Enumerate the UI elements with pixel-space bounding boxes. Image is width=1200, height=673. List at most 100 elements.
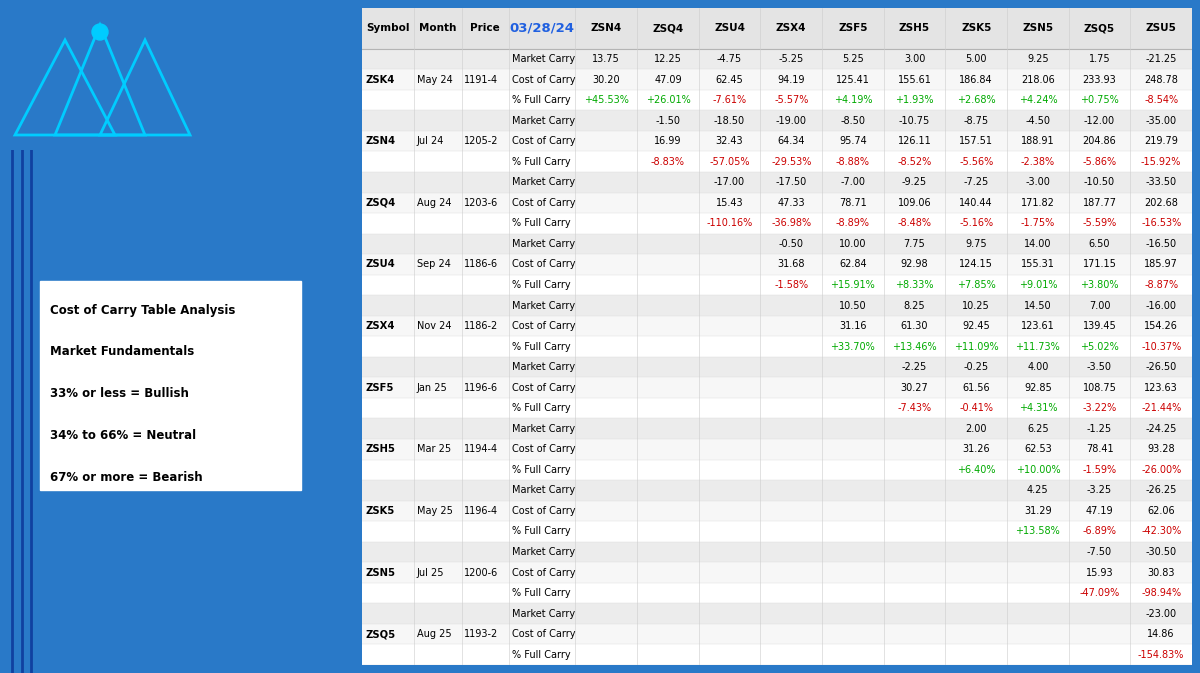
Text: Cost of Carry: Cost of Carry [512,383,576,392]
Text: Cost of Carry: Cost of Carry [512,444,576,454]
Text: 78.41: 78.41 [1086,444,1114,454]
Text: -16.50: -16.50 [1146,239,1177,249]
FancyBboxPatch shape [41,281,301,490]
Text: Symbol: Symbol [366,24,410,34]
Text: Cost of Carry: Cost of Carry [512,506,576,516]
Text: 31.68: 31.68 [778,259,805,269]
Text: +4.24%: +4.24% [1019,95,1057,105]
Text: 108.75: 108.75 [1082,383,1116,392]
Text: 125.41: 125.41 [836,75,870,85]
Text: ZSU4: ZSU4 [714,24,745,34]
Text: -5.57%: -5.57% [774,95,809,105]
FancyBboxPatch shape [362,110,1192,131]
Text: 12.25: 12.25 [654,54,682,64]
Text: 33% or less = Bullish: 33% or less = Bullish [49,387,188,400]
FancyBboxPatch shape [362,151,1192,172]
Text: % Full Carry: % Full Carry [512,157,571,167]
Text: +45.53%: +45.53% [584,95,629,105]
Text: 34% to 66% = Neutral: 34% to 66% = Neutral [49,429,196,442]
Text: -57.05%: -57.05% [709,157,750,167]
Text: 1203-6: 1203-6 [464,198,498,208]
FancyBboxPatch shape [362,336,1192,357]
Text: Market Carry: Market Carry [512,547,576,557]
Text: +0.75%: +0.75% [1080,95,1118,105]
Text: -3.25: -3.25 [1087,485,1112,495]
Text: Aug 24: Aug 24 [416,198,451,208]
Text: +5.02%: +5.02% [1080,342,1118,351]
Text: +8.33%: +8.33% [895,280,934,290]
Text: 248.78: 248.78 [1145,75,1178,85]
Text: -8.50: -8.50 [840,116,865,126]
Text: Market Carry: Market Carry [512,239,576,249]
Text: -18.50: -18.50 [714,116,745,126]
FancyBboxPatch shape [362,521,1192,542]
FancyBboxPatch shape [362,604,1192,624]
Text: -26.25: -26.25 [1146,485,1177,495]
Text: -7.50: -7.50 [1087,547,1112,557]
Text: -8.54%: -8.54% [1144,95,1178,105]
Text: 47.09: 47.09 [654,75,682,85]
Text: 95.74: 95.74 [839,136,866,146]
FancyBboxPatch shape [362,131,1192,151]
Text: 2.00: 2.00 [966,424,986,434]
Text: -9.25: -9.25 [902,177,928,187]
Text: Price: Price [470,24,500,34]
Text: 124.15: 124.15 [959,259,994,269]
Text: Aug 25: Aug 25 [416,629,451,639]
Text: -23.00: -23.00 [1146,608,1177,618]
Text: -30.50: -30.50 [1146,547,1177,557]
Text: ZSU4: ZSU4 [365,259,395,269]
Text: -3.22%: -3.22% [1082,403,1117,413]
FancyBboxPatch shape [362,460,1192,480]
Text: Jan 25: Jan 25 [416,383,448,392]
Text: Market Carry: Market Carry [512,424,576,434]
Text: 171.82: 171.82 [1021,198,1055,208]
FancyBboxPatch shape [362,357,1192,378]
Text: -1.75%: -1.75% [1021,218,1055,228]
Text: 9.25: 9.25 [1027,54,1049,64]
Text: -1.59%: -1.59% [1082,465,1116,475]
Text: 1186-6: 1186-6 [464,259,498,269]
Text: -5.16%: -5.16% [959,218,994,228]
Text: 1191-4: 1191-4 [464,75,498,85]
Text: ZSX4: ZSX4 [776,24,806,34]
Text: -47.09%: -47.09% [1079,588,1120,598]
Text: -12.00: -12.00 [1084,116,1115,126]
Text: 7.75: 7.75 [904,239,925,249]
Text: 186.84: 186.84 [959,75,994,85]
Text: 13.75: 13.75 [593,54,620,64]
Text: +13.58%: +13.58% [1015,526,1061,536]
Text: analysis: analysis [200,94,287,114]
Text: Market Carry: Market Carry [512,54,576,64]
Text: Market Carry: Market Carry [512,362,576,372]
FancyBboxPatch shape [362,398,1192,419]
Text: ZSK4: ZSK4 [365,75,395,85]
Text: -5.59%: -5.59% [1082,218,1117,228]
Text: -7.43%: -7.43% [898,403,931,413]
Text: 219.79: 219.79 [1145,136,1178,146]
Text: 92.45: 92.45 [962,321,990,331]
Text: -1.50: -1.50 [655,116,680,126]
FancyBboxPatch shape [362,542,1192,562]
Text: -5.86%: -5.86% [1082,157,1116,167]
Text: ZSQ4: ZSQ4 [365,198,396,208]
FancyBboxPatch shape [362,378,1192,398]
FancyBboxPatch shape [362,69,1192,90]
Text: 67% or more = Bearish: 67% or more = Bearish [49,471,203,484]
Text: Market Carry: Market Carry [512,116,576,126]
Text: +10.00%: +10.00% [1015,465,1060,475]
Text: % Full Carry: % Full Carry [512,342,571,351]
Text: 5.00: 5.00 [966,54,986,64]
Text: 14.86: 14.86 [1147,629,1175,639]
Text: Market Carry: Market Carry [512,608,576,618]
Text: 187.77: 187.77 [1082,198,1116,208]
Text: 62.53: 62.53 [1024,444,1051,454]
Text: -16.53%: -16.53% [1141,218,1181,228]
Text: -8.87%: -8.87% [1144,280,1178,290]
FancyBboxPatch shape [362,172,1192,192]
Text: Cost of Carry: Cost of Carry [512,198,576,208]
FancyBboxPatch shape [362,213,1192,234]
Text: ZSQ5: ZSQ5 [365,629,396,639]
Text: -8.48%: -8.48% [898,218,931,228]
Text: +15.91%: +15.91% [830,280,875,290]
